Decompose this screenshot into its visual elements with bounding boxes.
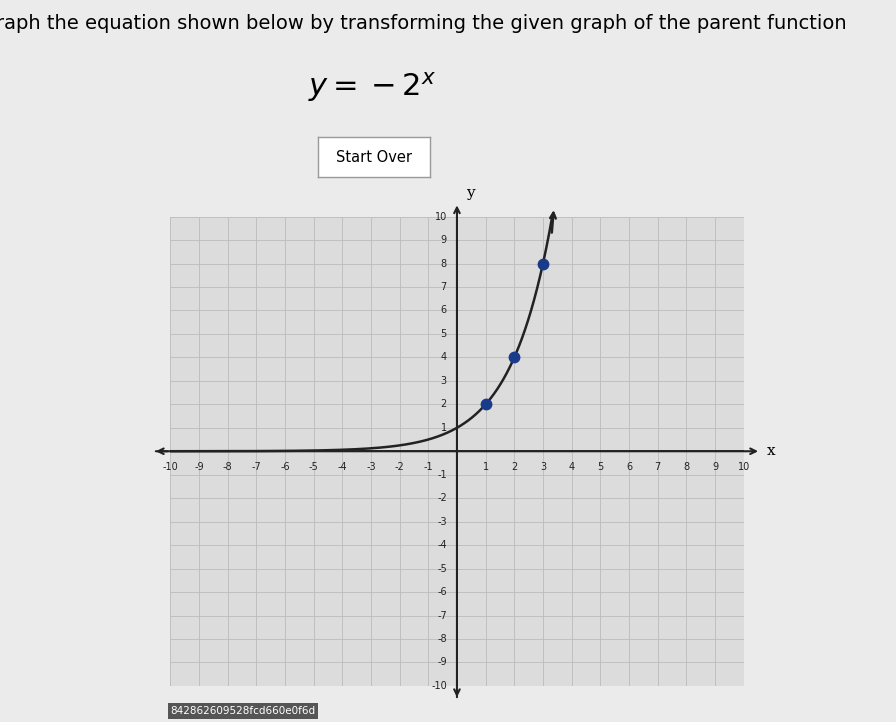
Text: -9: -9 xyxy=(437,658,447,667)
Text: 10: 10 xyxy=(737,462,750,471)
Text: -4: -4 xyxy=(338,462,347,471)
Text: 2: 2 xyxy=(512,462,517,471)
Text: 1: 1 xyxy=(441,423,447,432)
Text: -4: -4 xyxy=(437,540,447,550)
Text: Start Over: Start Over xyxy=(336,149,412,165)
Text: $y = -2^x$: $y = -2^x$ xyxy=(307,69,436,104)
Text: -10: -10 xyxy=(431,681,447,691)
Text: -8: -8 xyxy=(437,634,447,644)
Text: 9: 9 xyxy=(712,462,718,471)
Text: 8: 8 xyxy=(441,258,447,269)
Text: 5: 5 xyxy=(598,462,603,471)
Text: -1: -1 xyxy=(437,470,447,479)
Text: 9: 9 xyxy=(441,235,447,245)
Text: -3: -3 xyxy=(437,517,447,526)
Text: -5: -5 xyxy=(309,462,318,471)
Text: 8: 8 xyxy=(684,462,689,471)
Text: y: y xyxy=(466,186,474,200)
Text: -2: -2 xyxy=(437,493,447,503)
Text: -8: -8 xyxy=(223,462,232,471)
Text: -3: -3 xyxy=(366,462,375,471)
Text: -2: -2 xyxy=(395,462,404,471)
Text: -7: -7 xyxy=(437,611,447,620)
Text: 842862609528fcd660e0f6d: 842862609528fcd660e0f6d xyxy=(170,706,315,716)
Text: -9: -9 xyxy=(194,462,203,471)
Text: -10: -10 xyxy=(162,462,178,471)
Text: -1: -1 xyxy=(424,462,433,471)
Text: 3: 3 xyxy=(540,462,546,471)
Text: 6: 6 xyxy=(626,462,632,471)
Text: 3: 3 xyxy=(441,376,447,386)
Text: 10: 10 xyxy=(435,212,447,222)
Text: x: x xyxy=(767,444,775,458)
Text: raph the equation shown below by transforming the given graph of the parent func: raph the equation shown below by transfo… xyxy=(0,14,847,33)
Text: 4: 4 xyxy=(441,352,447,362)
Text: 2: 2 xyxy=(441,399,447,409)
Text: -6: -6 xyxy=(280,462,289,471)
Text: 6: 6 xyxy=(441,305,447,316)
Text: 5: 5 xyxy=(441,329,447,339)
Text: -7: -7 xyxy=(252,462,261,471)
Text: -6: -6 xyxy=(437,587,447,597)
Text: 1: 1 xyxy=(483,462,488,471)
Text: 4: 4 xyxy=(569,462,574,471)
Text: -5: -5 xyxy=(437,564,447,573)
Text: 7: 7 xyxy=(441,282,447,292)
Text: 7: 7 xyxy=(655,462,660,471)
